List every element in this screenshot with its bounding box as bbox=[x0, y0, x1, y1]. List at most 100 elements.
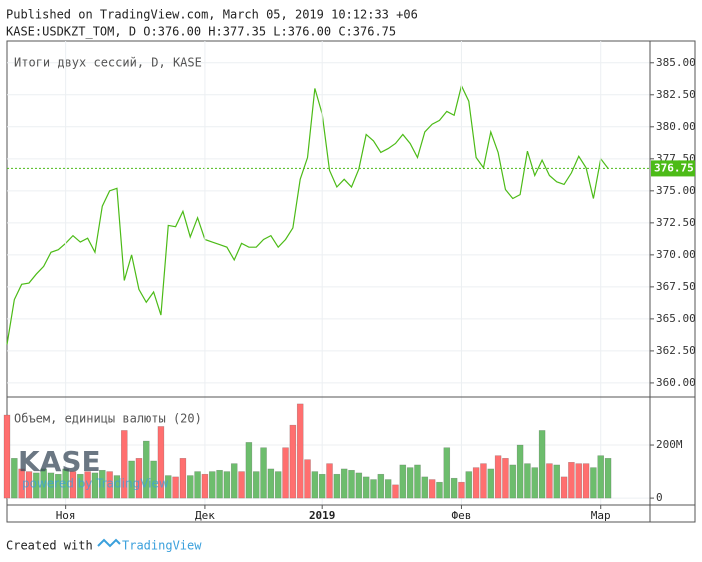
volume-bar bbox=[560, 476, 568, 499]
x-tick-label: Дек bbox=[195, 509, 215, 522]
volume-bar bbox=[165, 475, 172, 499]
volume-bar bbox=[187, 475, 194, 499]
volume-bar bbox=[135, 458, 143, 499]
volume-bar bbox=[55, 473, 62, 499]
volume-bar bbox=[568, 462, 575, 499]
volume-bar bbox=[230, 463, 238, 499]
volume-bar bbox=[458, 481, 465, 499]
y-tick-label: 375.00 bbox=[656, 184, 696, 197]
watermark: KASE powered by TradingView bbox=[18, 445, 169, 491]
published: Published on TradingView.com, March 05, … bbox=[6, 8, 418, 22]
volume-bar bbox=[516, 444, 524, 499]
volume-bar bbox=[25, 471, 33, 499]
volume-bar bbox=[487, 468, 495, 499]
volume-bar bbox=[333, 473, 341, 499]
volume-bar bbox=[77, 473, 84, 499]
footer-brand: TradingView bbox=[122, 539, 202, 553]
watermark-powered: powered by TradingView bbox=[22, 477, 169, 491]
plot: 360.00 362.50 365.00 367.50 370.00 372.50 375.… bbox=[3, 41, 696, 522]
volume-bar bbox=[590, 467, 597, 499]
volume-bar bbox=[40, 468, 47, 499]
volume-bar bbox=[47, 472, 55, 499]
volume-bar bbox=[274, 471, 282, 499]
volume-bar bbox=[252, 471, 260, 499]
volume-bar bbox=[62, 468, 69, 499]
volume-bar bbox=[450, 477, 458, 499]
volume-bar bbox=[355, 472, 363, 499]
y-tick-label: 370.00 bbox=[656, 248, 696, 261]
x-tick-label: 2019 bbox=[309, 509, 336, 522]
volume-bar bbox=[245, 442, 253, 499]
volume-bar bbox=[597, 455, 604, 499]
y-tick-label: 365.00 bbox=[656, 312, 696, 325]
price-line bbox=[6, 84, 609, 345]
y-tick-label: 382.50 bbox=[656, 88, 696, 101]
y-tick-label: 380.00 bbox=[656, 120, 696, 133]
volume-bar bbox=[553, 464, 560, 499]
footer-created: Created with bbox=[6, 539, 93, 553]
x-tick-label: Мар bbox=[591, 509, 611, 522]
volume-bar bbox=[99, 469, 106, 499]
volume-bar bbox=[538, 430, 546, 499]
volume-bar bbox=[384, 479, 392, 499]
volume-bar bbox=[406, 467, 414, 499]
volume-bar bbox=[223, 471, 231, 499]
volume-bar bbox=[377, 473, 385, 499]
volume-bar bbox=[143, 440, 150, 499]
volume-bar bbox=[326, 463, 333, 499]
y-tick-label: 0 bbox=[656, 491, 663, 504]
volume-bar bbox=[289, 424, 297, 499]
volume-bar bbox=[238, 471, 245, 499]
y-tick-label: 367.50 bbox=[656, 280, 696, 293]
pane-title: Итоги двух сессий, D, KASE bbox=[14, 56, 202, 70]
volume-bar bbox=[304, 459, 311, 499]
volume-bar bbox=[524, 463, 531, 499]
volume-bar bbox=[296, 403, 304, 499]
y-tick-label: 372.50 bbox=[656, 216, 696, 229]
frame bbox=[6, 40, 696, 523]
volume-bar bbox=[11, 458, 18, 499]
volume-bar bbox=[443, 447, 451, 499]
volume-bar bbox=[208, 471, 216, 499]
x-tick-label: Фев bbox=[452, 509, 472, 522]
x-tick-label: Ноя bbox=[56, 509, 76, 522]
y-tick-label: 360.00 bbox=[656, 376, 696, 389]
volume-bar bbox=[113, 475, 121, 499]
pane-title: Объем, единицы валюты (20) bbox=[14, 412, 202, 426]
volume-bar bbox=[362, 476, 370, 499]
volume-bar bbox=[465, 471, 473, 499]
volume-bar bbox=[531, 467, 539, 499]
volume-bar bbox=[370, 479, 377, 499]
volume-bar bbox=[201, 473, 209, 499]
volume-bar bbox=[318, 473, 326, 499]
volume-bar bbox=[340, 468, 348, 499]
volume-bar bbox=[172, 476, 179, 499]
volume-bar bbox=[399, 464, 407, 499]
volume-bar bbox=[179, 458, 187, 499]
volume-bar bbox=[414, 464, 421, 499]
volume-bar bbox=[33, 472, 40, 499]
y-tick-label: 385.00 bbox=[656, 56, 696, 69]
volume-bar bbox=[3, 414, 11, 499]
volume-bar bbox=[509, 464, 517, 499]
volume-bar bbox=[546, 463, 553, 499]
y-tick-label: 200M bbox=[656, 438, 683, 451]
volume-bar bbox=[582, 463, 590, 499]
volume-bar bbox=[392, 484, 399, 499]
symbol-info: KASE:USDKZT_TOM, D O:376.00 H:377.35 L:3… bbox=[6, 25, 396, 39]
volume-bar bbox=[84, 471, 91, 499]
volume-bar bbox=[157, 426, 165, 499]
volume-bar bbox=[282, 447, 289, 499]
volume-bar bbox=[421, 476, 429, 499]
last-price-label: 376.75 bbox=[654, 161, 694, 174]
volume-bar bbox=[69, 471, 77, 499]
volume-bar bbox=[494, 455, 502, 499]
last-price-box bbox=[651, 160, 695, 177]
volume-bar bbox=[480, 463, 487, 499]
volume-bar bbox=[428, 479, 436, 499]
volume-bar bbox=[150, 460, 157, 499]
volume-bar bbox=[91, 472, 99, 499]
volume-bar bbox=[18, 468, 25, 499]
volume-bar bbox=[436, 481, 443, 499]
